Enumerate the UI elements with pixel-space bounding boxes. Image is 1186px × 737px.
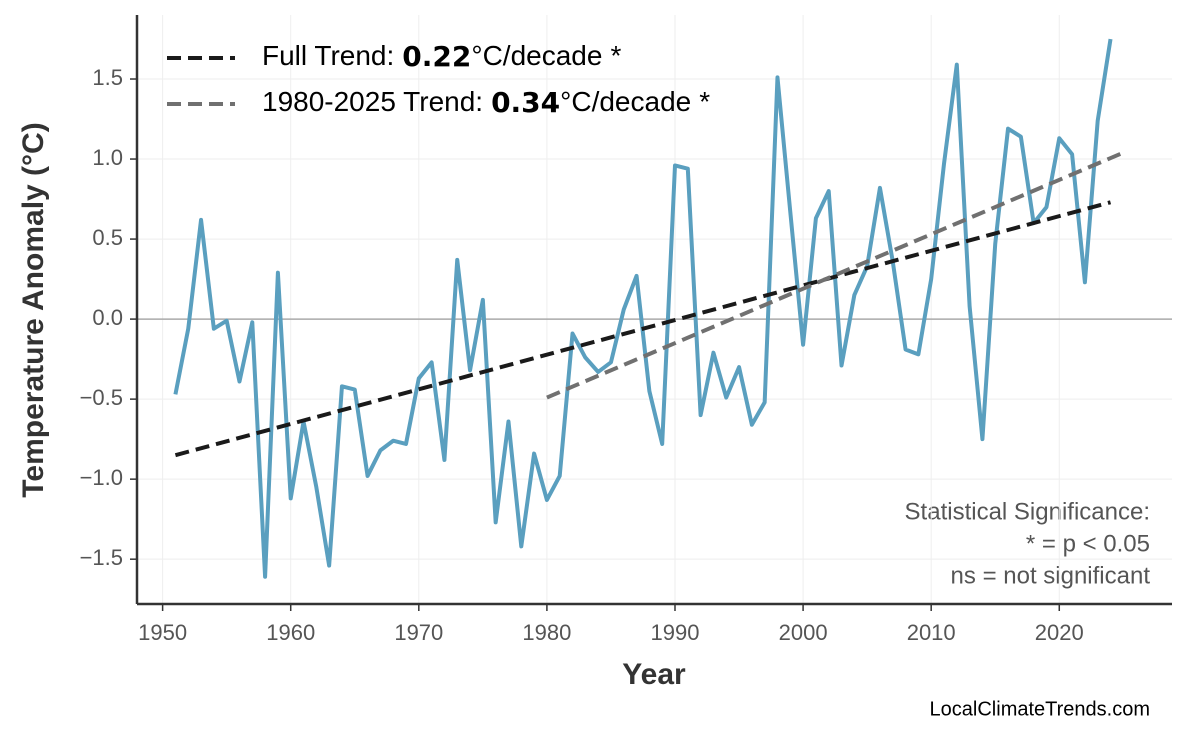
x-tick-label: 1990 <box>651 620 700 645</box>
legend-significance: * <box>699 86 710 117</box>
legend-slope: 0.22 <box>402 40 471 73</box>
y-tick-label: 0.0 <box>92 305 123 330</box>
x-tick-label: 2010 <box>907 620 956 645</box>
legend-name: 1980-2025 Trend: <box>262 86 483 117</box>
x-axis-label: Year <box>622 658 686 691</box>
legend-entry: Full Trend: 0.22°C/decade * <box>262 40 621 73</box>
legend-unit: °C/decade <box>560 86 691 117</box>
x-tick-label: 2020 <box>1035 620 1084 645</box>
legend-unit: °C/decade <box>471 40 602 71</box>
annotation: * = p < 0.05 <box>1026 530 1150 557</box>
y-tick-label: 1.5 <box>92 65 123 90</box>
legend-entry: 1980-2025 Trend: 0.34°C/decade * <box>262 86 710 119</box>
x-tick-label: 2000 <box>779 620 828 645</box>
y-tick-label: −1.0 <box>80 465 123 490</box>
legend-slope: 0.34 <box>491 86 560 119</box>
x-tick-label: 1960 <box>266 620 315 645</box>
legend-significance: * <box>610 40 621 71</box>
trend-line <box>174 200 1112 458</box>
source: LocalClimateTrends.com <box>930 698 1150 720</box>
y-tick-label: 0.5 <box>92 225 123 250</box>
y-tick-label: 1.0 <box>92 145 123 170</box>
y-tick-label: −1.5 <box>80 545 123 570</box>
annotation: ns = not significant <box>951 562 1151 589</box>
x-tick-label: 1980 <box>522 620 571 645</box>
y-tick-label: −0.5 <box>80 385 123 410</box>
data-line <box>173 38 1113 579</box>
annotation: Statistical Significance: <box>905 498 1150 525</box>
legend-name: Full Trend: <box>262 40 394 71</box>
y-axis-label: Temperature Anomaly (°C) <box>17 122 50 497</box>
x-tick-label: 1970 <box>394 620 443 645</box>
x-tick-label: 1950 <box>138 620 187 645</box>
